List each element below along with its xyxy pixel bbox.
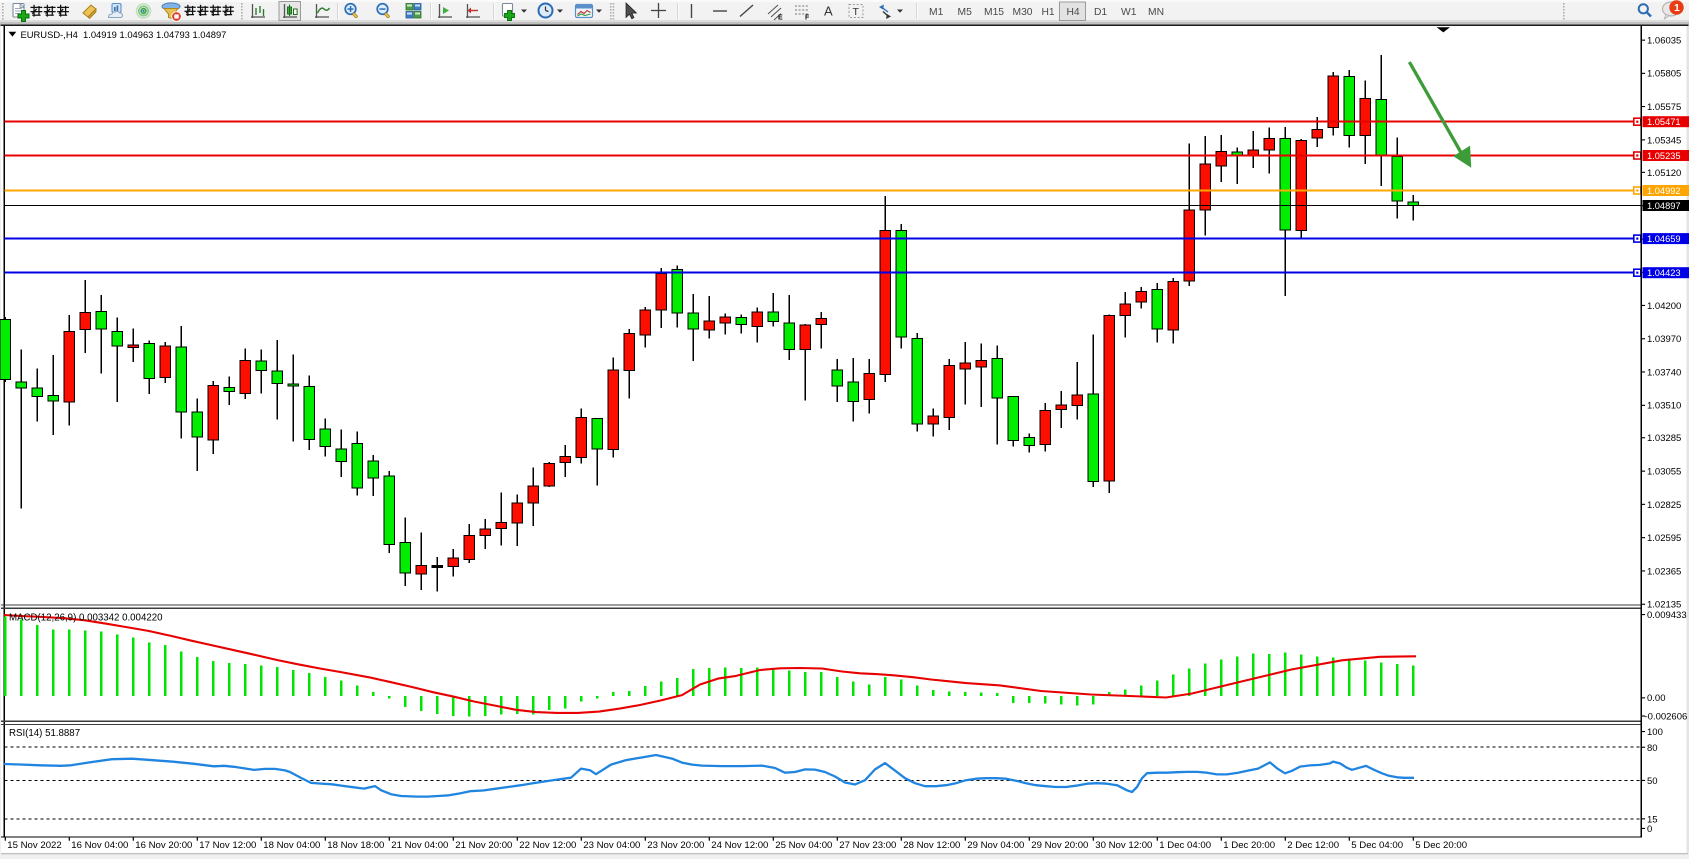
svg-text:16 Nov 04:00: 16 Nov 04:00 [71, 840, 128, 851]
svg-text:50: 50 [1647, 776, 1658, 787]
svg-text:H1: H1 [1042, 7, 1055, 18]
svg-text:E: E [778, 15, 783, 22]
svg-text:1.03055: 1.03055 [1647, 467, 1681, 478]
svg-text:5 Dec 20:00: 5 Dec 20:00 [1415, 840, 1467, 851]
svg-text:1.05345: 1.05345 [1647, 135, 1681, 146]
svg-text:F: F [805, 15, 810, 22]
svg-text:H4: H4 [1067, 7, 1080, 18]
svg-text:16 Nov 20:00: 16 Nov 20:00 [135, 840, 192, 851]
svg-text:M15: M15 [984, 7, 1004, 18]
svg-text:23 Nov 04:00: 23 Nov 04:00 [583, 840, 640, 851]
svg-text:1: 1 [1674, 2, 1680, 14]
svg-text:80: 80 [1647, 743, 1658, 754]
svg-text:1 Dec 20:00: 1 Dec 20:00 [1223, 840, 1275, 851]
svg-text:1.04200: 1.04200 [1647, 301, 1681, 312]
svg-text:M1: M1 [929, 7, 944, 18]
svg-text:1.05120: 1.05120 [1647, 168, 1681, 179]
svg-text:-0.002606: -0.002606 [1645, 711, 1688, 722]
svg-text:1.03510: 1.03510 [1647, 401, 1681, 412]
svg-text:1.04992: 1.04992 [1647, 186, 1681, 196]
svg-text:0.00: 0.00 [1647, 693, 1666, 704]
svg-text:29 Nov 20:00: 29 Nov 20:00 [1031, 840, 1088, 851]
svg-text:1.03740: 1.03740 [1647, 367, 1681, 378]
svg-text:15 Nov 2022: 15 Nov 2022 [7, 840, 61, 851]
svg-text:1.06035: 1.06035 [1647, 36, 1681, 47]
svg-text:EURUSD-,H4 1.04919 1.04963 1.: EURUSD-,H4 1.04919 1.04963 1.04793 1.048… [21, 29, 227, 40]
svg-text:27 Nov 23:00: 27 Nov 23:00 [839, 840, 896, 851]
svg-text:29 Nov 04:00: 29 Nov 04:00 [967, 840, 1024, 851]
svg-text:15: 15 [1647, 814, 1658, 825]
svg-text:T: T [853, 6, 860, 18]
svg-text:1.02595: 1.02595 [1647, 533, 1681, 544]
svg-text:1.04423: 1.04423 [1647, 268, 1681, 278]
svg-text:1.05805: 1.05805 [1647, 69, 1681, 80]
svg-text:1.02825: 1.02825 [1647, 500, 1681, 511]
svg-text:24 Nov 12:00: 24 Nov 12:00 [711, 840, 768, 851]
svg-text:1.02365: 1.02365 [1647, 566, 1681, 577]
svg-text:21 Nov 20:00: 21 Nov 20:00 [455, 840, 512, 851]
svg-text:1.02135: 1.02135 [1647, 600, 1681, 611]
svg-text:17 Nov 12:00: 17 Nov 12:00 [199, 840, 256, 851]
svg-text:5 Dec 04:00: 5 Dec 04:00 [1351, 840, 1403, 851]
svg-text:1.05471: 1.05471 [1647, 117, 1681, 127]
svg-text:1.05575: 1.05575 [1647, 102, 1681, 113]
svg-text:MN: MN [1148, 7, 1164, 18]
svg-text:22 Nov 12:00: 22 Nov 12:00 [519, 840, 576, 851]
svg-text:23 Nov 20:00: 23 Nov 20:00 [647, 840, 704, 851]
svg-text:D1: D1 [1094, 7, 1107, 18]
svg-text:1.03970: 1.03970 [1647, 334, 1681, 345]
svg-text:18 Nov 04:00: 18 Nov 04:00 [263, 840, 320, 851]
svg-text:25 Nov 04:00: 25 Nov 04:00 [775, 840, 832, 851]
svg-text:0: 0 [1647, 824, 1652, 835]
svg-text:1.05235: 1.05235 [1647, 151, 1681, 161]
svg-text:A: A [824, 4, 833, 19]
svg-text:18 Nov 18:00: 18 Nov 18:00 [327, 840, 384, 851]
svg-text:30 Nov 12:00: 30 Nov 12:00 [1095, 840, 1152, 851]
svg-text:M5: M5 [958, 7, 973, 18]
svg-text:RSI(14) 51.8887: RSI(14) 51.8887 [9, 728, 80, 739]
svg-text:1 Dec 04:00: 1 Dec 04:00 [1159, 840, 1211, 851]
svg-text:0.009433: 0.009433 [1647, 610, 1687, 621]
svg-text:1.04897: 1.04897 [1647, 201, 1681, 211]
svg-text:M30: M30 [1013, 7, 1033, 18]
svg-text:21 Nov 04:00: 21 Nov 04:00 [391, 840, 448, 851]
svg-text:2 Dec 12:00: 2 Dec 12:00 [1287, 840, 1339, 851]
svg-text:100: 100 [1647, 727, 1663, 738]
svg-text:28 Nov 12:00: 28 Nov 12:00 [903, 840, 960, 851]
svg-text:1.03285: 1.03285 [1647, 433, 1681, 444]
svg-text:MACD(12,26,9) 0.003342 0.00422: MACD(12,26,9) 0.003342 0.004220 [9, 613, 163, 624]
svg-text:1.04659: 1.04659 [1647, 234, 1681, 244]
svg-text:W1: W1 [1121, 7, 1137, 18]
